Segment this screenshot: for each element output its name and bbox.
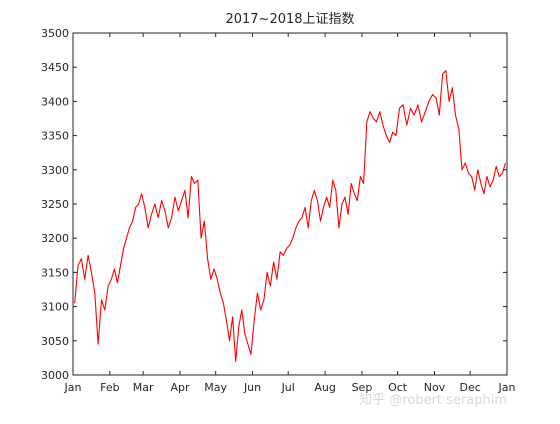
- x-tick-label: Sep: [352, 381, 373, 394]
- y-axis: 3000 3050 3100 3150 3200 3250 3300 3350 3400 3450…: [41, 27, 507, 382]
- x-tick-label: Aug: [314, 381, 335, 394]
- x-tick-label: Feb: [100, 381, 119, 394]
- plot-area: [72, 32, 508, 376]
- y-tick-label: 3100: [41, 301, 69, 314]
- x-tick-label: Oct: [388, 381, 408, 394]
- watermark-text: 知乎 @robert seraphim: [359, 392, 507, 408]
- x-tick-label: Jan: [498, 381, 516, 394]
- y-tick-label: 3150: [41, 266, 69, 279]
- x-tick-label: Apr: [170, 381, 190, 394]
- x-tick-label: Jun: [243, 381, 261, 394]
- y-tick-label: 3500: [41, 27, 69, 40]
- x-axis: Jan Feb Mar Apr May Jun Jul Aug Sep Oct Nov Dec Jan: [64, 33, 516, 394]
- y-tick-label: 3300: [41, 164, 69, 177]
- x-tick-label: Dec: [459, 381, 480, 394]
- y-tick-label: 3350: [41, 130, 69, 143]
- x-tick-label: Mar: [133, 381, 154, 394]
- y-tick-label: 3250: [41, 198, 69, 211]
- y-tick-label: 3000: [41, 369, 69, 382]
- x-tick-label: Jul: [281, 381, 295, 394]
- series-line: [74, 70, 507, 362]
- x-tick-label: May: [204, 381, 227, 394]
- y-tick-label: 3450: [41, 61, 69, 74]
- y-tick-label: 3050: [41, 335, 69, 348]
- x-tick-label: Jan: [64, 381, 82, 394]
- y-tick-label: 3400: [41, 95, 69, 108]
- y-tick-label: 3200: [41, 232, 69, 245]
- chart-title: 2017~2018上证指数: [225, 12, 354, 27]
- x-tick-label: Nov: [424, 381, 446, 394]
